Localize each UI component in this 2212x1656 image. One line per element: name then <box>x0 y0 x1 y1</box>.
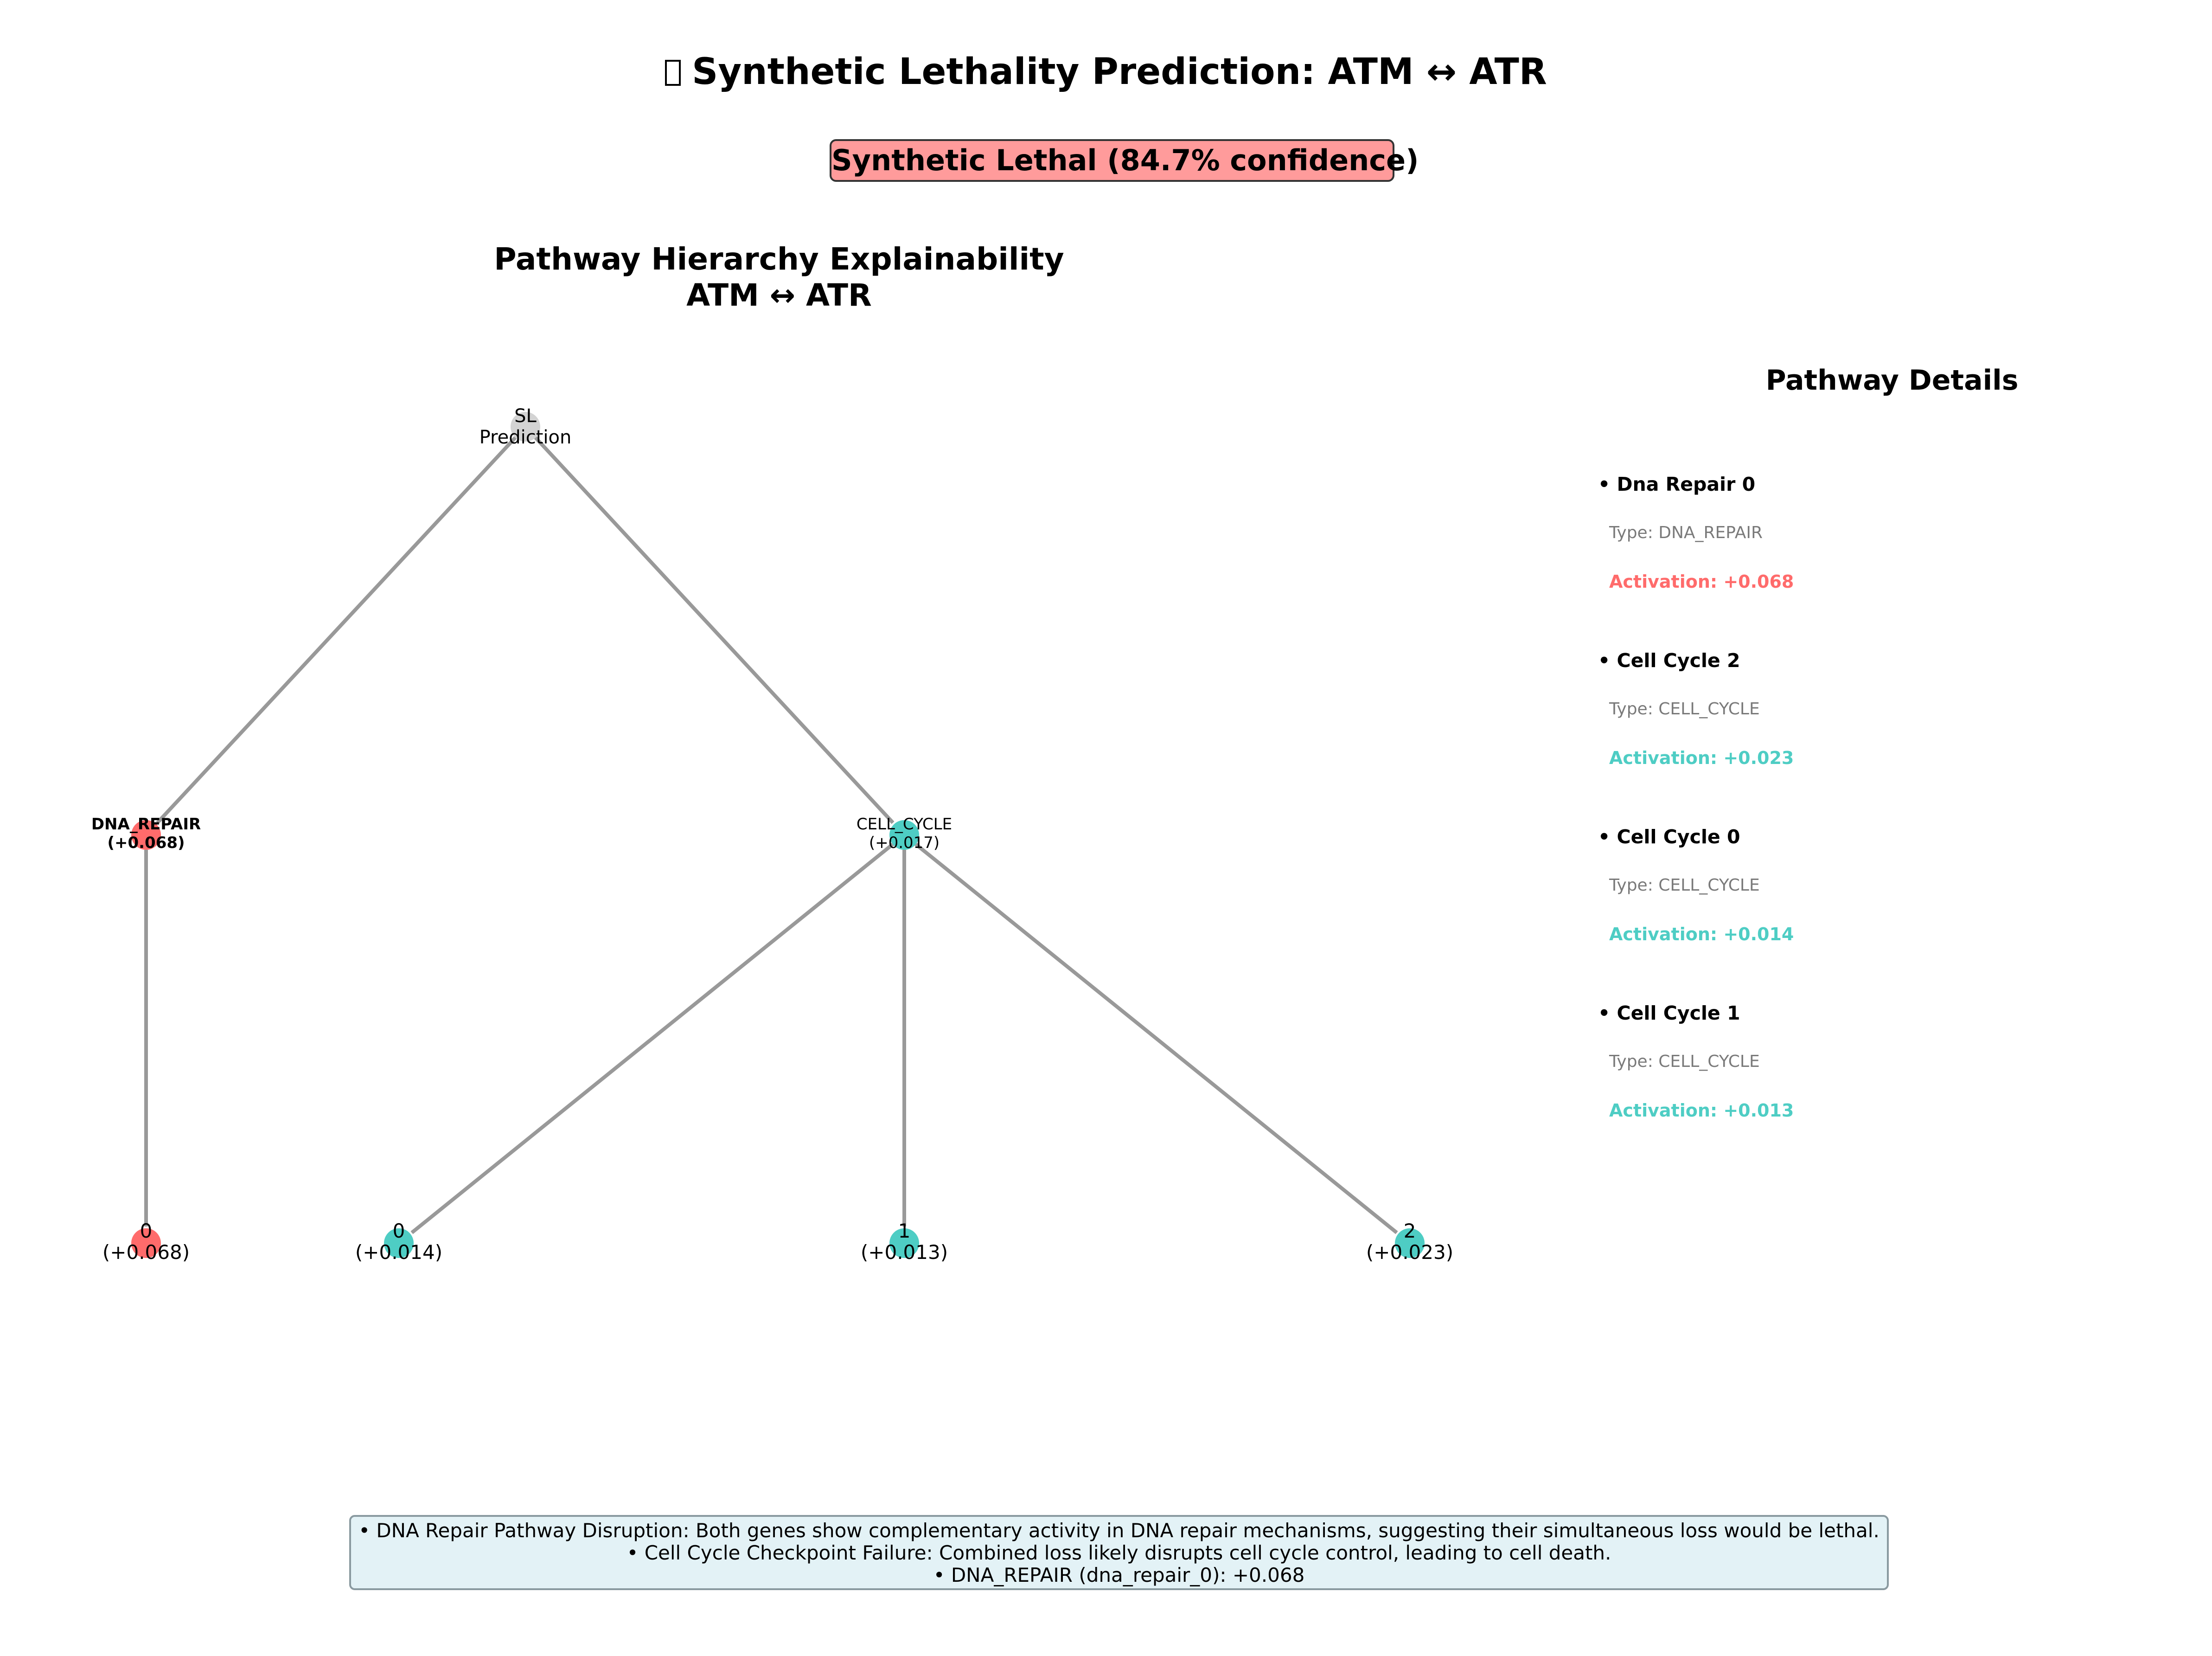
edge-root-to-group-1 <box>534 436 895 824</box>
group-node-label-1-line1: CELL_CYCLE <box>857 815 952 834</box>
group-node-cell_cycle <box>889 820 919 850</box>
leaf-node-label-2-line2: (+0.013) <box>861 1241 948 1264</box>
edge-group-to-leaf-3 <box>914 842 1398 1234</box>
pathway-detail-name: • Cell Cycle 0 <box>1598 826 1740 848</box>
group-node-dna_repair <box>131 820 161 850</box>
root-node <box>511 412 540 442</box>
pathway-detail-type: Type: CELL_CYCLE <box>1609 1052 1760 1071</box>
pathway-detail-activation: Activation: +0.014 <box>1609 924 1794 944</box>
leaf-node-2 <box>889 1228 919 1258</box>
dna-icon <box>665 60 681 86</box>
root-node-label-line2: Prediction <box>479 427 572 448</box>
root-node-label-line1: SL <box>514 405 537 427</box>
pathway-detail-activation: Activation: +0.068 <box>1609 571 1794 592</box>
panel-title-line2: ATM ↔ ATR <box>686 277 872 313</box>
group-node-label-0-line1: DNA_REPAIR <box>91 815 201 834</box>
pathway-detail-name: • Dna Repair 0 <box>1598 473 1756 495</box>
panel-title: Pathway Hierarchy Explainability ATM ↔ A… <box>417 241 1141 314</box>
leaf-node-label-0-line1: 0 <box>140 1220 153 1242</box>
pathway-detail-activation: Activation: +0.013 <box>1609 1100 1794 1121</box>
note-line: • DNA Repair Pathway Disruption: Both ge… <box>358 1519 1880 1542</box>
leaf-node-label-3-line2: (+0.023) <box>1366 1241 1453 1264</box>
leaf-node-label-1-line2: (+0.014) <box>355 1241 442 1264</box>
pathway-detail-name: • Cell Cycle 2 <box>1598 649 1740 672</box>
main-title: Synthetic Lethality Prediction: ATM ↔ AT… <box>0 51 2212 93</box>
pathway-detail-type: Type: DNA_REPAIR <box>1609 523 1763 542</box>
explanation-notes: • DNA Repair Pathway Disruption: Both ge… <box>349 1515 1889 1590</box>
leaf-node-label-3-line1: 2 <box>1404 1220 1416 1242</box>
pathway-detail-type: Type: CELL_CYCLE <box>1609 876 1760 895</box>
group-node-label-0-line2: (+0.068) <box>107 834 185 852</box>
main-title-text: Synthetic Lethality Prediction: ATM ↔ AT… <box>692 51 1547 93</box>
leaf-node-label-2-line1: 1 <box>898 1220 911 1242</box>
leaf-node-label-1-line1: 0 <box>393 1220 405 1242</box>
edge-group-to-leaf-1 <box>410 842 894 1234</box>
group-node-label-1-line2: (+0.017) <box>869 834 940 852</box>
pathway-detail-type: Type: CELL_CYCLE <box>1609 700 1760 719</box>
leaf-node-0 <box>131 1228 161 1258</box>
note-line: • DNA_REPAIR (dna_repair_0): +0.068 <box>933 1564 1305 1586</box>
leaf-node-label-0-line2: (+0.068) <box>102 1241 190 1264</box>
panel-title-line1: Pathway Hierarchy Explainability <box>494 241 1064 277</box>
pathway-details-title: Pathway Details <box>1765 364 2019 397</box>
edge-root-to-group-0 <box>156 436 517 824</box>
prediction-verdict-badge: Synthetic Lethal (84.7% confidence) <box>830 139 1419 182</box>
pathway-detail-name: • Cell Cycle 1 <box>1598 1002 1740 1024</box>
pathway-detail-activation: Activation: +0.023 <box>1609 748 1794 768</box>
leaf-node-1 <box>384 1228 414 1258</box>
note-line: • Cell Cycle Checkpoint Failure: Combine… <box>627 1541 1611 1564</box>
leaf-node-3 <box>1395 1228 1425 1258</box>
